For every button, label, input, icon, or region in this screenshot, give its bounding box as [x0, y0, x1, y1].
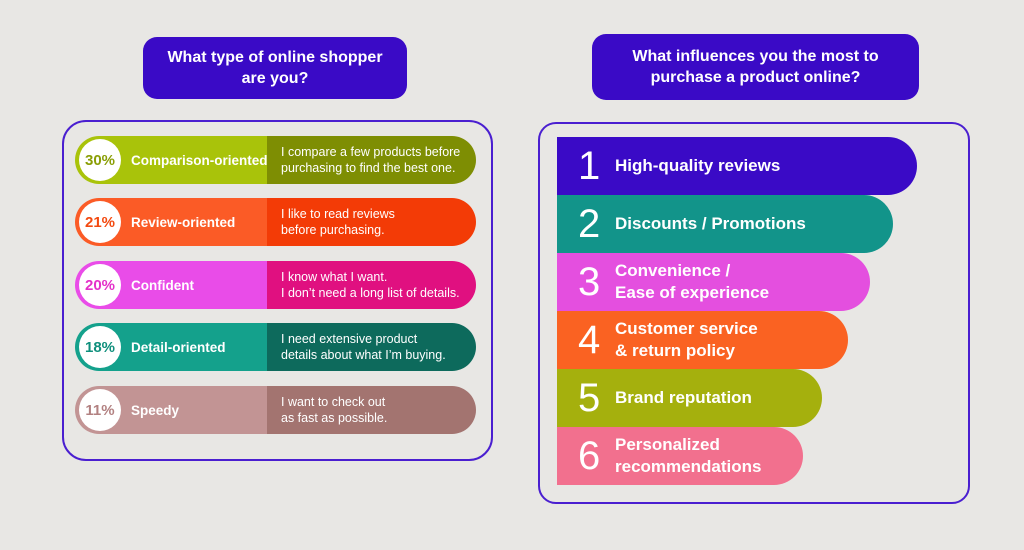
influence-label-line: Ease of experience [615, 283, 770, 302]
shopper-types-panel: 30% Comparison-oriented I compare a few … [62, 120, 493, 461]
shopper-type-label: Detail-oriented [131, 339, 226, 355]
percentage-badge: 30% [79, 139, 121, 181]
shopper-row-comparison: 30% Comparison-oriented I compare a few … [75, 136, 476, 184]
influence-label-line: Customer service [615, 319, 758, 338]
influence-bar-6: 6 Personalized recommendations [557, 427, 803, 485]
description-line: before purchasing. [281, 223, 385, 237]
percentage-value: 20% [84, 276, 116, 294]
influence-label-line: High-quality reviews [615, 156, 781, 175]
shopper-row-speedy: 11% Speedy I want to check out as fast a… [75, 386, 476, 434]
description-line: I don’t need a long list of details. [281, 286, 460, 300]
rank-number: 2 [578, 202, 601, 246]
shopper-row-confident: 20% Confident I know what I want. I don’… [75, 261, 476, 309]
shopper-type-label: Comparison-oriented [131, 152, 268, 168]
shopper-type-label: Review-oriented [131, 214, 236, 230]
influence-label: Customer service & return policy [615, 318, 758, 362]
influence-label-line: recommendations [615, 457, 762, 476]
influence-label: Brand reputation [615, 387, 752, 409]
shopper-row-review: 21% Review-oriented I like to read revie… [75, 198, 476, 246]
shopper-type-label: Speedy [131, 402, 180, 418]
row-description-segment: I want to check out as fast as possible. [267, 386, 476, 434]
influence-label-line: Discounts / Promotions [615, 214, 806, 233]
influence-label: Personalized recommendations [615, 434, 761, 478]
right-title-line-2: purchase a product online? [650, 69, 861, 86]
influence-label-line: & return policy [615, 341, 735, 360]
influence-bar-2: 2 Discounts / Promotions [557, 195, 893, 253]
influence-bar-4: 4 Customer service & return policy [557, 311, 848, 369]
row-description-segment: I like to read reviews before purchasing… [267, 198, 476, 246]
description-line: purchasing to find the best one. [281, 161, 456, 175]
influence-label-line: Convenience / [615, 261, 731, 280]
row-left-segment: 21% Review-oriented [75, 198, 267, 246]
percentage-value: 18% [84, 338, 116, 356]
rank-number: 4 [578, 318, 601, 362]
influence-bar-5: 5 Brand reputation [557, 369, 822, 427]
rank-number: 1 [578, 144, 601, 188]
description-line: I like to read reviews [281, 207, 395, 221]
rank-number: 3 [578, 260, 601, 304]
description-line: I know what I want. [281, 270, 388, 284]
percentage-value: 30% [84, 151, 116, 169]
influence-bar-3: 3 Convenience / Ease of experience [557, 253, 870, 311]
row-description-segment: I know what I want. I don’t need a long … [267, 261, 476, 309]
row-left-segment: 11% Speedy [75, 386, 267, 434]
shopper-type-label: Confident [131, 277, 194, 293]
row-description-segment: I need extensive product details about w… [267, 323, 476, 371]
description-line: as fast as possible. [281, 411, 388, 425]
percentage-badge: 18% [79, 326, 121, 368]
influence-label: High-quality reviews [615, 155, 780, 177]
description-line: details about what I’m buying. [281, 348, 446, 362]
influence-bar-1: 1 High-quality reviews [557, 137, 917, 195]
left-title-line-1: What type of online shopper [167, 49, 383, 66]
row-left-segment: 20% Confident [75, 261, 267, 309]
right-question-title: What influences you the most to purchase… [592, 34, 919, 100]
description-line: I want to check out [281, 395, 386, 409]
percentage-value: 21% [84, 213, 116, 231]
row-left-segment: 18% Detail-oriented [75, 323, 267, 371]
influence-label: Discounts / Promotions [615, 213, 806, 235]
row-description-segment: I compare a few products before purchasi… [267, 136, 476, 184]
description-line: I compare a few products before [281, 145, 461, 159]
rank-number: 6 [578, 434, 601, 478]
left-question-title: What type of online shopper are you? [143, 37, 407, 99]
percentage-badge: 21% [79, 201, 121, 243]
purchase-influences-panel: 1 High-quality reviews 2 Discounts / Pro… [538, 122, 970, 504]
influence-label-line: Brand reputation [615, 388, 752, 407]
description-line: I need extensive product [281, 332, 418, 346]
influence-label-line: Personalized [615, 435, 720, 454]
percentage-value: 11% [85, 401, 115, 419]
rank-number: 5 [578, 376, 601, 420]
left-title-line-2: are you? [241, 70, 309, 87]
percentage-badge: 20% [79, 264, 121, 306]
shopper-row-detail: 18% Detail-oriented I need extensive pro… [75, 323, 476, 371]
right-title-line-1: What influences you the most to [632, 48, 879, 65]
percentage-badge: 11% [79, 389, 121, 431]
influence-label: Convenience / Ease of experience [615, 260, 769, 304]
row-left-segment: 30% Comparison-oriented [75, 136, 268, 184]
